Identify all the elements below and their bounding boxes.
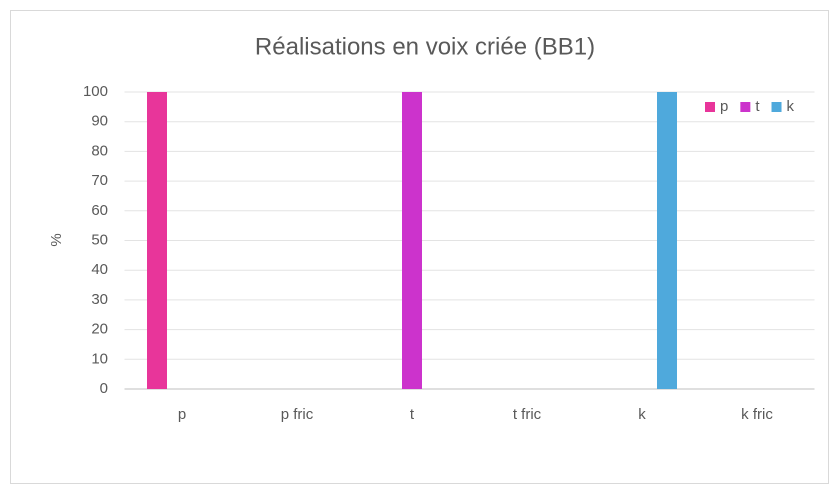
legend-label: p <box>720 98 728 115</box>
legend-label: k <box>787 98 795 115</box>
y-tick-label: 20 <box>91 321 108 338</box>
bar <box>657 92 677 389</box>
x-tick-label: k <box>638 406 646 423</box>
y-tick-label: 50 <box>91 231 108 248</box>
legend-swatch <box>705 102 715 112</box>
x-tick-label: k fric <box>741 406 773 423</box>
y-tick-label: 0 <box>100 380 108 397</box>
y-tick-label: 90 <box>91 113 108 130</box>
x-tick-label: t <box>410 406 415 423</box>
bar <box>402 92 422 389</box>
chart-title: Réalisations en voix criée (BB1) <box>255 33 595 60</box>
x-tick-label: t fric <box>513 406 542 423</box>
legend-swatch <box>740 102 751 112</box>
y-tick-label: 70 <box>91 172 108 189</box>
y-tick-label: 30 <box>91 291 108 308</box>
y-tick-label: 60 <box>91 202 108 219</box>
bar <box>147 92 167 389</box>
y-axis-label: % <box>48 233 65 246</box>
legend-label: t <box>755 98 760 115</box>
y-tick-label: 10 <box>91 350 108 367</box>
legend-swatch <box>771 102 782 112</box>
x-tick-label: p fric <box>281 406 314 423</box>
y-tick-label: 40 <box>91 261 108 278</box>
y-tick-label: 80 <box>91 142 108 159</box>
x-tick-label: p <box>178 406 186 423</box>
y-tick-label: 100 <box>83 83 108 100</box>
